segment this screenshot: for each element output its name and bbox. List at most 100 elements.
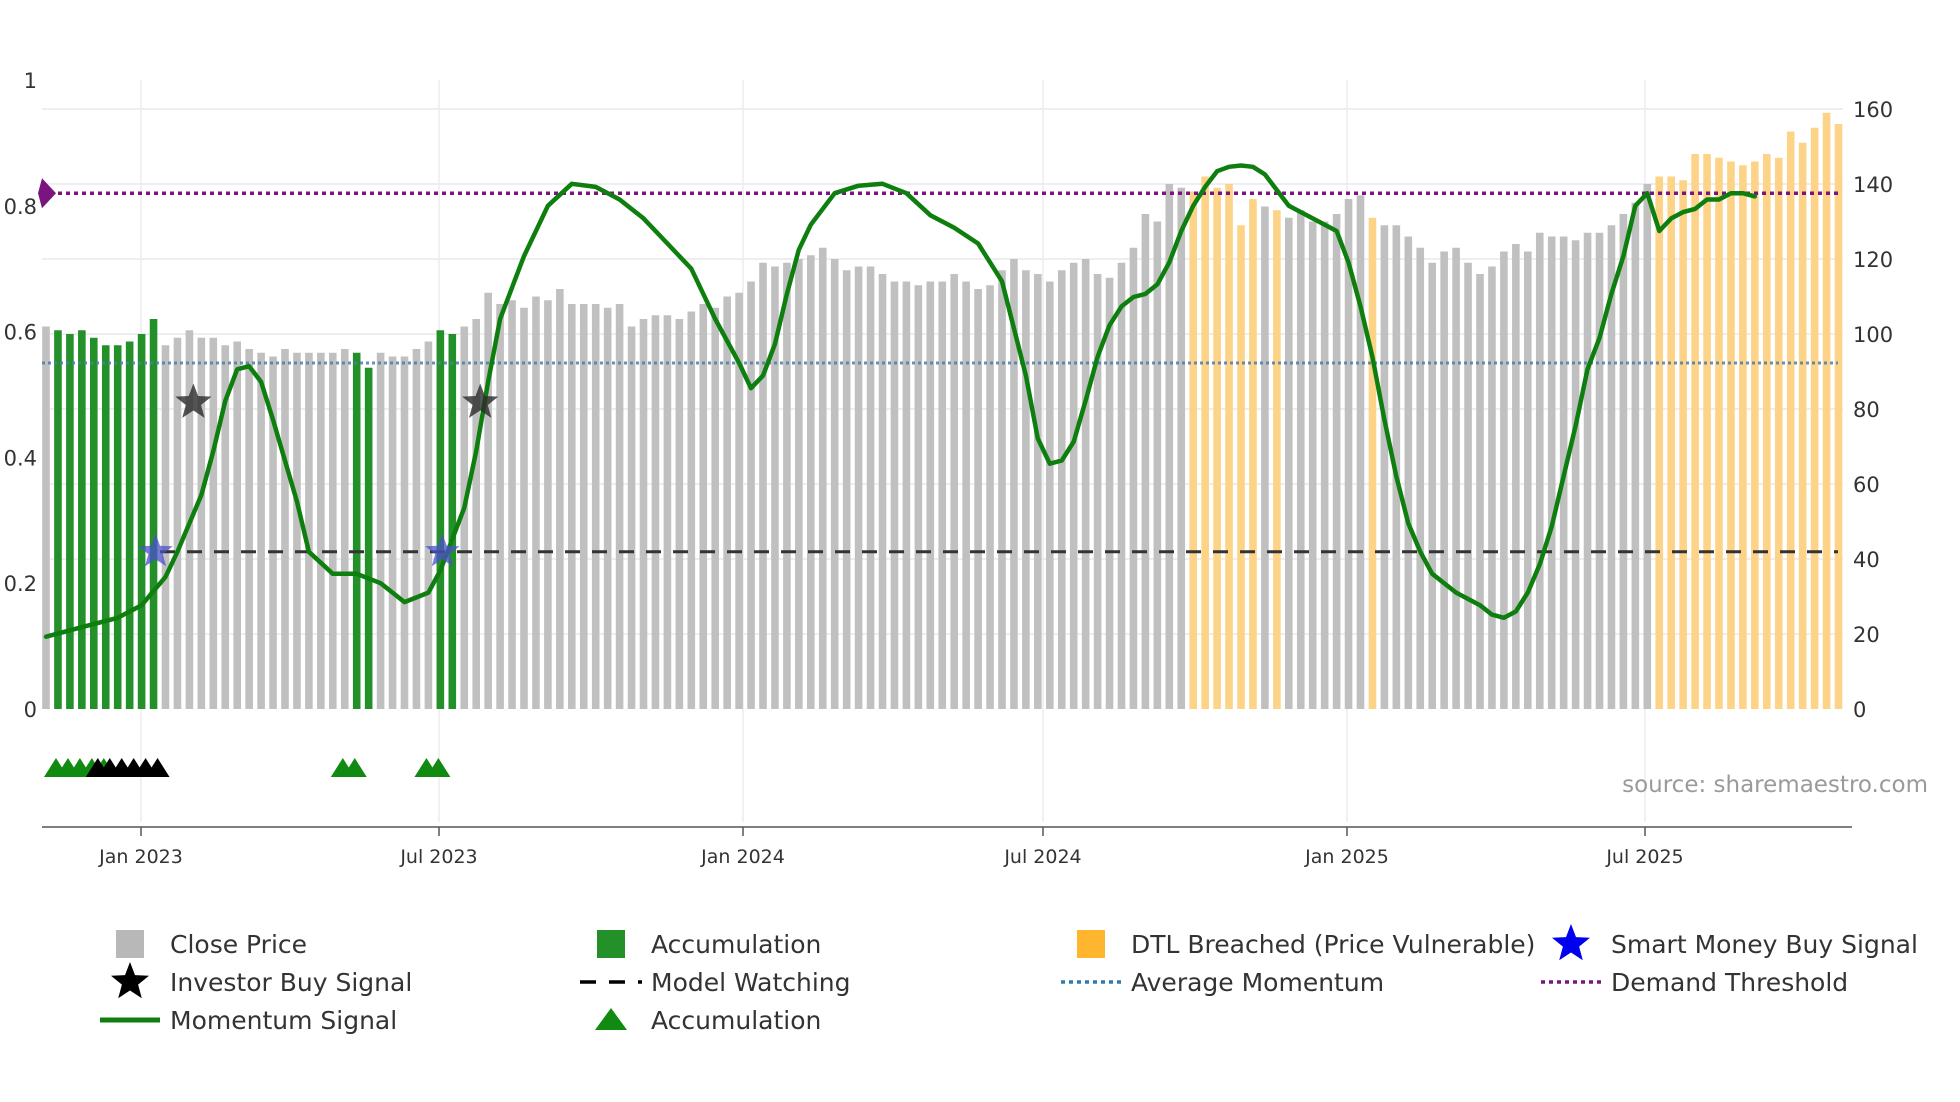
legend-item: Average Momentum — [1061, 968, 1384, 997]
price-bar-gray — [1619, 214, 1628, 709]
x-tick-label: Jan 2023 — [98, 846, 183, 868]
price-bar-orange — [1834, 124, 1843, 709]
price-bar-gray — [711, 307, 719, 709]
x-tick-label: Jan 2025 — [1304, 846, 1389, 868]
price-bar-gray — [1153, 221, 1162, 709]
x-tick-label: Jul 2025 — [1605, 846, 1683, 868]
price-bar-green — [137, 334, 146, 709]
price-bar-gray — [1440, 251, 1448, 709]
price-bar-gray — [1081, 259, 1090, 709]
legend-item: Demand Threshold — [1541, 968, 1848, 997]
legend-star-icon — [111, 962, 149, 999]
price-bar-gray — [1380, 225, 1389, 709]
price-bar-gray — [400, 356, 409, 709]
right-tick-label: 160 — [1853, 98, 1893, 122]
investor-buy-star — [462, 383, 499, 418]
price-bar-gray — [950, 274, 958, 709]
price-bar-gray — [783, 262, 791, 709]
price-bar-gray — [1261, 206, 1269, 709]
price-bar-gray — [1595, 232, 1604, 709]
price-bar-gray — [1344, 199, 1353, 709]
price-bar-gray — [161, 345, 170, 709]
price-bar-gray — [1177, 187, 1186, 709]
left-tick-label: 1 — [24, 69, 37, 93]
price-bar-gray — [1320, 221, 1329, 709]
legend-item: Model Watching — [580, 968, 851, 997]
price-bar-orange — [1739, 165, 1747, 709]
price-bar-orange — [1691, 154, 1699, 709]
price-bar-orange — [1189, 191, 1197, 709]
price-bar-gray — [245, 349, 253, 709]
legend-item: Accumulation — [597, 930, 821, 959]
legend-label: Investor Buy Signal — [170, 968, 412, 997]
price-bar-orange — [1655, 176, 1664, 709]
price-bar-gray — [257, 352, 265, 709]
price-bar-gray — [926, 281, 935, 709]
price-bar-gray — [603, 307, 612, 709]
price-bar-gray — [197, 337, 206, 709]
price-bar-gray — [1296, 210, 1305, 709]
price-bar-gray — [508, 300, 516, 709]
price-bar-orange — [1368, 217, 1377, 709]
left-tick-label: 0 — [24, 698, 37, 722]
legend-item: Close Price — [116, 930, 307, 959]
price-bar-gray — [293, 352, 301, 709]
price-bar-orange — [1727, 161, 1735, 709]
price-bar-orange — [1822, 112, 1831, 709]
price-bar-gray — [651, 315, 660, 709]
price-bar-orange — [1798, 142, 1807, 709]
price-bar-gray — [1093, 274, 1102, 709]
legend: Close Price Accumulation DTL Breached (Pri… — [100, 924, 1918, 1035]
legend-star-icon — [1552, 924, 1590, 961]
price-bar-gray — [1535, 232, 1544, 709]
price-bar-gray — [830, 259, 839, 709]
price-bar-gray — [735, 292, 743, 709]
price-bar-gray — [329, 352, 337, 709]
price-bar-gray — [675, 319, 684, 709]
price-bar-gray — [591, 304, 600, 709]
source-label: source: sharemaestro.com — [1622, 772, 1928, 798]
price-bar-orange — [1679, 180, 1687, 709]
price-bar-gray — [1488, 266, 1496, 709]
price-bar-gray — [269, 356, 277, 709]
right-tick-label: 140 — [1853, 173, 1893, 197]
x-tick-label: Jul 2023 — [399, 846, 477, 868]
price-bar-orange — [1249, 199, 1257, 709]
price-bar-gray — [615, 304, 624, 709]
price-bar-gray — [317, 352, 325, 709]
price-bar-gray — [1452, 247, 1460, 709]
price-bar-green — [436, 330, 445, 709]
price-bar-gray — [1416, 247, 1425, 709]
price-bar-gray — [842, 270, 851, 709]
legend-label: Accumulation — [651, 1006, 821, 1035]
price-bar-green — [54, 330, 62, 709]
price-bar-gray — [1512, 244, 1520, 709]
price-bar-gray — [221, 345, 230, 709]
legend-item: Accumulation — [595, 1006, 821, 1035]
price-bar-gray — [484, 292, 492, 709]
price-bar-green — [125, 341, 134, 709]
price-bar-gray — [281, 349, 289, 709]
price-bar-gray — [914, 285, 923, 709]
price-bar-gray — [1332, 214, 1341, 709]
accumulation-triangle — [426, 758, 451, 777]
price-bar-gray — [866, 266, 875, 709]
price-bar-gray — [854, 266, 863, 709]
price-bar-gray — [998, 270, 1006, 709]
price-bar-gray — [520, 307, 528, 709]
price-bar-orange — [1201, 176, 1209, 709]
legend-label: Model Watching — [651, 968, 851, 997]
momentum-signal-line — [43, 163, 1758, 639]
price-bar-gray — [1547, 236, 1556, 709]
left-tick-label: 0.2 — [4, 572, 37, 596]
price-bar-gray — [1117, 262, 1126, 709]
price-bar-gray — [532, 296, 540, 709]
price-bar-gray — [1022, 270, 1030, 709]
price-bar-orange — [1786, 131, 1795, 709]
accumulation-triangle-dark — [145, 758, 170, 777]
price-bar-orange — [1763, 154, 1771, 709]
price-bar-gray — [818, 247, 827, 709]
price-bar-gray — [1057, 270, 1066, 709]
price-bar-gray — [747, 281, 755, 709]
price-bar-green — [90, 337, 98, 709]
